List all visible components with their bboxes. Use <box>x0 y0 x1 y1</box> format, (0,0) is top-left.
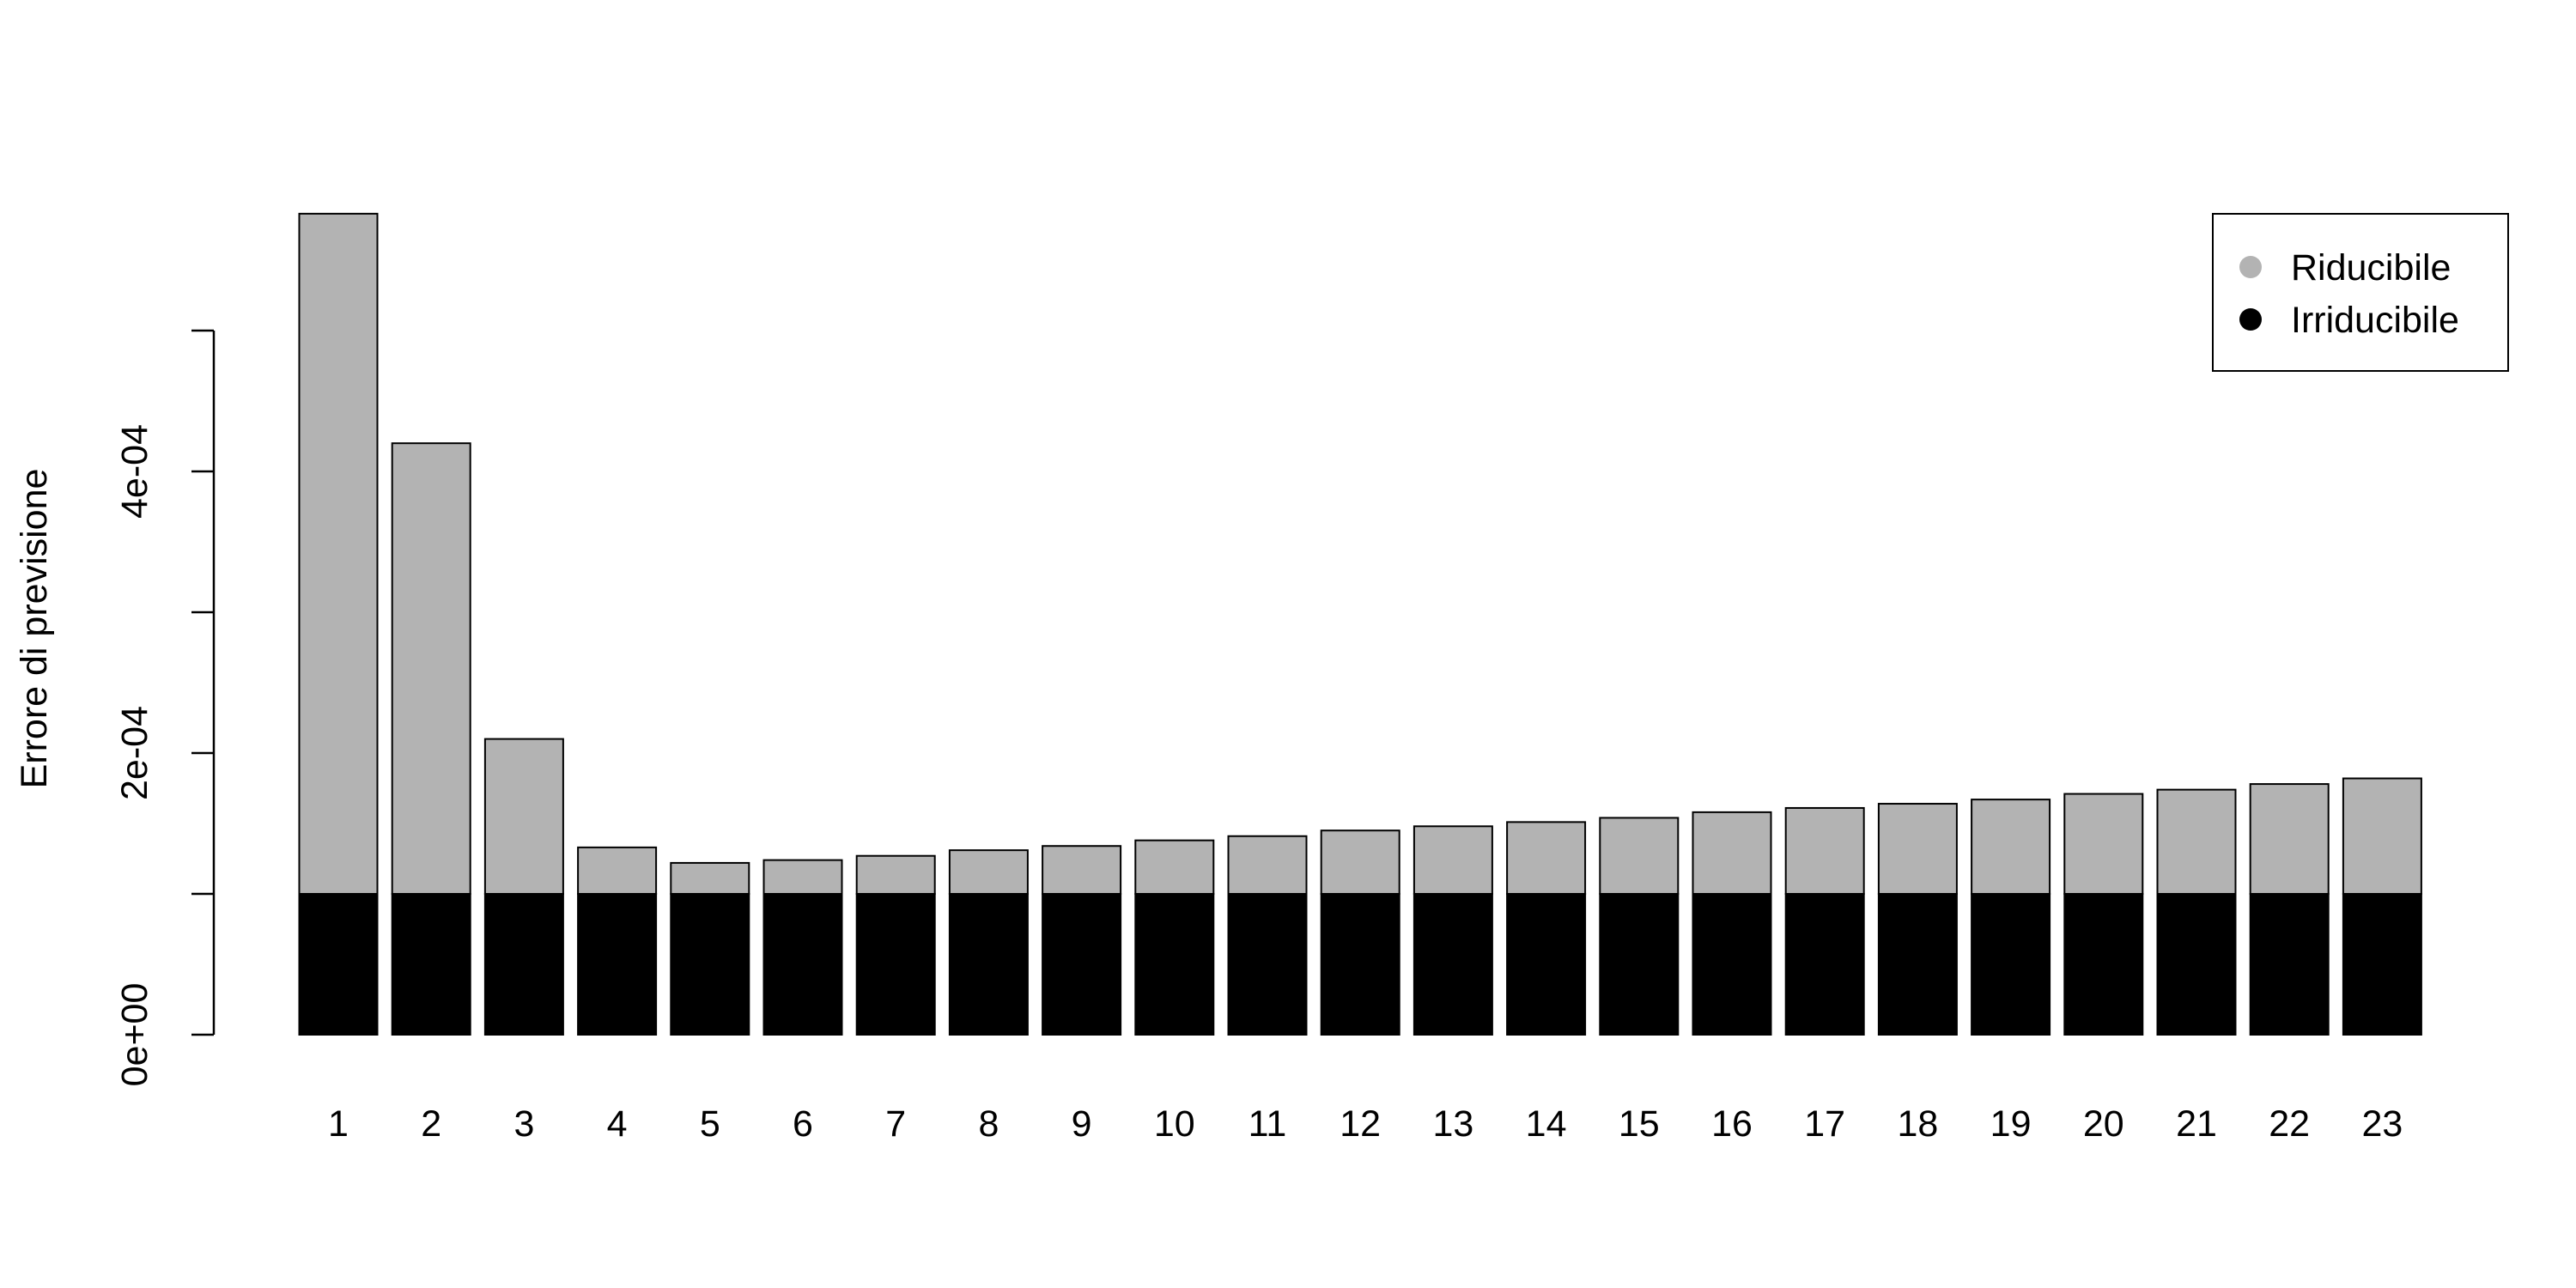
bar-segment <box>948 849 1029 895</box>
bar-segment <box>2063 793 2144 895</box>
bar-segment <box>855 854 936 895</box>
legend-label: Riducibile <box>2291 247 2451 289</box>
x-tick-label: 2 <box>421 1103 441 1145</box>
bar-segment <box>2342 893 2422 1036</box>
x-tick-label: 16 <box>1711 1103 1753 1145</box>
y-tick-label: 2e-04 <box>114 706 155 800</box>
bar-segment <box>1413 893 1493 1036</box>
legend-marker <box>2239 308 2262 331</box>
bar-segment <box>1042 893 1122 1036</box>
x-tick-label: 18 <box>1897 1103 1938 1145</box>
bar-segment <box>1599 817 1680 895</box>
x-tick-label: 14 <box>1526 1103 1567 1145</box>
x-tick-label: 22 <box>2269 1103 2310 1145</box>
y-tick-label: 4e-04 <box>114 424 155 519</box>
bar-segment <box>1134 893 1215 1036</box>
legend: Riducibile Irriducibile <box>2212 213 2509 372</box>
bar-segment <box>2156 893 2237 1036</box>
x-tick-label: 15 <box>1619 1103 1660 1145</box>
bar-segment <box>298 212 379 895</box>
x-tick-label: 19 <box>1990 1103 2032 1145</box>
x-tick-label: 21 <box>2176 1103 2217 1145</box>
bar-segment <box>670 861 750 895</box>
bar-segment <box>1692 893 1772 1036</box>
bar-segment <box>1784 806 1865 896</box>
bar-segment <box>2156 788 2237 896</box>
bar-segment <box>298 893 379 1036</box>
x-tick-label: 23 <box>2361 1103 2403 1145</box>
x-tick-label: 5 <box>700 1103 720 1145</box>
x-tick-label: 6 <box>793 1103 813 1145</box>
x-tick-label: 7 <box>885 1103 906 1145</box>
bar-segment <box>855 893 936 1036</box>
x-tick-label: 10 <box>1154 1103 1195 1145</box>
bar-segment <box>391 893 471 1036</box>
x-tick-label: 9 <box>1072 1103 1092 1145</box>
bar-segment <box>483 738 564 895</box>
bar-segment <box>1042 845 1122 895</box>
x-tick-label: 4 <box>607 1103 628 1145</box>
bar-segment <box>1599 893 1680 1036</box>
bar-segment <box>2249 783 2330 896</box>
legend-label: Irriducibile <box>2291 300 2459 341</box>
x-tick-label: 12 <box>1340 1103 1381 1145</box>
legend-marker <box>2239 256 2262 278</box>
bar-segment <box>391 442 471 895</box>
bar-segment <box>1692 811 1772 896</box>
bar-segment <box>2342 777 2422 896</box>
legend-box <box>2212 213 2509 372</box>
bar-segment <box>1413 825 1493 896</box>
bar-segment <box>948 893 1029 1036</box>
bar-segment <box>1134 839 1215 895</box>
bar-segment <box>2063 893 2144 1036</box>
bar-segment <box>577 846 658 896</box>
y-axis-label: Errore di previsione <box>14 469 55 789</box>
bar-segment <box>1227 893 1308 1036</box>
bar-segment <box>762 893 843 1036</box>
bar-segment <box>483 893 564 1036</box>
y-tick-label: 0e+00 <box>114 983 155 1087</box>
x-tick-label: 17 <box>1804 1103 1845 1145</box>
x-tick-label: 1 <box>328 1103 349 1145</box>
x-tick-label: 13 <box>1432 1103 1473 1145</box>
bar-segment <box>762 859 843 896</box>
bar-segment <box>1971 799 2051 895</box>
bar-segment <box>1320 893 1400 1036</box>
bar-segment <box>1320 829 1400 896</box>
x-tick-label: 3 <box>513 1103 534 1145</box>
bar-segment <box>670 893 750 1036</box>
bar-segment <box>1877 803 1958 895</box>
bar-segment <box>1227 835 1308 896</box>
x-tick-label: 20 <box>2083 1103 2124 1145</box>
bar-segment <box>577 893 658 1036</box>
x-tick-label: 8 <box>978 1103 999 1145</box>
x-tick-label: 11 <box>1249 1103 1287 1145</box>
bar-segment <box>2249 893 2330 1036</box>
bar-segment <box>1971 893 2051 1036</box>
bar-segment <box>1877 893 1958 1036</box>
bar-segment <box>1506 893 1587 1036</box>
bar-segment <box>1506 821 1587 895</box>
bar-segment <box>1784 893 1865 1036</box>
